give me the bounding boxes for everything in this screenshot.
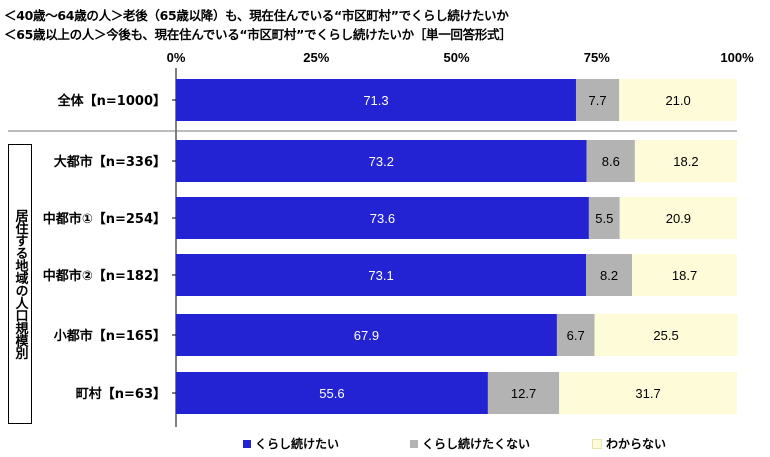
population-group-bracket: 居住する地域の人口規模別 [8, 144, 32, 424]
bar-segment-series-1 [176, 140, 587, 182]
legend-item-series-1: くらし続けたい [243, 435, 339, 452]
data-label-series-3: 21.0 [665, 93, 690, 108]
data-label-series-3: 18.7 [672, 268, 697, 283]
bar-segment-series-3 [619, 197, 737, 239]
legend-label-series-1: くらし続けたい [255, 437, 340, 451]
bar-segment-series-1 [176, 372, 488, 414]
legend-swatch-series-3 [592, 438, 602, 449]
category-label: 大都市【n=336】 [54, 154, 166, 170]
bar-segment-series-3 [634, 140, 737, 182]
x-tick-label: 100% [720, 50, 754, 65]
bar-segment-series-2 [487, 372, 560, 414]
data-label-series-3: 25.5 [653, 328, 678, 343]
x-tick-label: 50% [443, 50, 469, 65]
category-label: 小都市【n=165】 [54, 328, 166, 344]
legend-label-series-3: わからない [606, 437, 667, 451]
bar-segment-series-2 [586, 140, 635, 182]
chart-title-line-2: ＜65歳以上の人＞今後も、現在住んでいる“市区町村”でくらし続けたいか［単一回答… [4, 27, 512, 42]
data-label-series-1: 55.6 [319, 386, 344, 401]
category-label: 中都市①【n=254】 [43, 211, 166, 227]
data-label-series-1: 71.3 [363, 93, 388, 108]
x-tick-label: 0% [167, 50, 186, 65]
data-label-series-2: 12.7 [511, 386, 536, 401]
bar-segment-series-3 [559, 372, 737, 414]
legend-item-series-3: わからない [592, 435, 666, 452]
data-label-series-1: 73.2 [369, 154, 394, 169]
chart-title-line-1: ＜40歳～64歳の人＞老後（65歳以降）も、現在住んでいる“市区町村”でくらし続… [4, 8, 509, 23]
bar-segment-series-1 [176, 79, 576, 121]
bar-segment-series-3 [632, 254, 737, 296]
category-label: 全体【n=1000】 [57, 93, 166, 109]
x-tick-label: 75% [584, 50, 610, 65]
data-label-series-1: 73.6 [370, 211, 395, 226]
bar-segment-series-2 [575, 79, 620, 121]
data-label-series-2: 8.2 [600, 268, 618, 283]
data-label-series-3: 31.7 [635, 386, 660, 401]
category-label: 町村【n=63】 [76, 386, 166, 402]
bar-segment-series-1 [176, 314, 557, 356]
x-tick-label: 25% [303, 50, 329, 65]
data-label-series-1: 67.9 [354, 328, 379, 343]
bar-segment-series-2 [588, 197, 620, 239]
data-label-series-2: 8.6 [602, 154, 620, 169]
bar-segment-series-2 [556, 314, 595, 356]
category-label: 中都市②【n=182】 [43, 268, 166, 284]
bar-segment-series-1 [176, 197, 589, 239]
legend-swatch-series-2 [410, 439, 418, 448]
bar-segment-series-3 [619, 79, 737, 121]
bar-segment-series-2 [586, 254, 633, 296]
data-label-series-2: 6.7 [567, 328, 585, 343]
legend-swatch-series-1 [243, 439, 251, 448]
data-label-series-1: 73.1 [368, 268, 393, 283]
data-label-series-3: 18.2 [673, 154, 698, 169]
legend-item-series-2: くらし続けたくない [410, 435, 530, 452]
data-label-series-2: 7.7 [589, 93, 607, 108]
bar-segment-series-1 [176, 254, 587, 296]
legend-label-series-2: くらし続けたくない [422, 437, 531, 451]
data-label-series-2: 5.5 [595, 211, 613, 226]
population-group-label: 居住する地域の人口規模別 [12, 209, 28, 359]
bar-segment-series-3 [594, 314, 738, 356]
data-label-series-3: 20.9 [666, 211, 691, 226]
